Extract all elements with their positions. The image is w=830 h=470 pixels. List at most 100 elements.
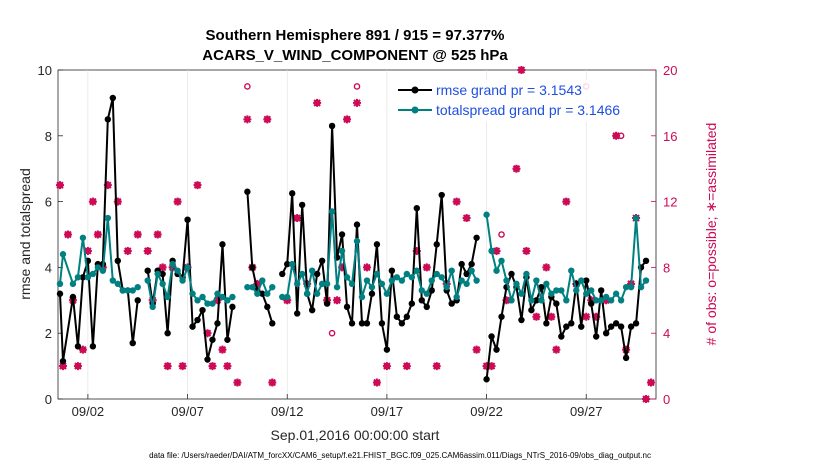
y-axis-label: rmse and totalspread [17,168,33,300]
point-spread [229,293,236,301]
point-rmse [578,323,585,330]
point-spread [164,293,171,301]
point-spread [323,280,331,288]
point-spread [343,274,351,281]
obs-assimilated-marker [402,362,411,371]
point-spread [259,277,266,284]
point-spread [578,277,585,284]
point-spread [622,283,630,291]
obs-assimilated-marker [63,230,72,239]
point-rmse [229,303,236,311]
series-lines [56,94,650,383]
point-rmse [607,323,615,330]
obs-assimilated-marker [203,329,212,338]
point-spread [498,257,505,265]
point-rmse [488,333,495,340]
point-rmse [249,264,256,271]
obs-assimilated-marker [58,362,67,371]
x-axis: 09/02 09/07 09/12 09/17 09/22 09/27 [72,394,603,419]
obs-possible-marker [353,83,361,90]
point-rmse [448,300,455,307]
obs-assimilated-marker [422,263,431,272]
point-spread [209,300,216,307]
point-spread [632,214,640,222]
point-rmse [408,300,416,307]
obs-assimilated-marker [372,378,381,387]
point-rmse [363,320,371,327]
point-spread [463,280,470,288]
point-spread [119,287,126,294]
point-spread [189,290,196,297]
point-spread [617,297,625,304]
point-spread [383,290,391,297]
y-right-tick-label: 12 [663,195,677,210]
point-rmse [583,277,590,284]
point-rmse [378,320,386,327]
x-tick-label: 09/07 [171,404,204,419]
point-spread [458,277,465,284]
obs-assimilated-marker [143,246,152,255]
point-rmse [483,376,490,383]
point-spread [588,287,595,294]
y-right-tick-label: 0 [663,392,670,407]
point-spread [558,287,565,294]
point-spread [642,277,650,284]
point-spread [393,274,401,281]
obs-assimilated-marker [647,378,656,387]
point-spread [134,283,141,291]
point-spread [94,264,102,271]
point-rmse [313,270,321,278]
obs-assimilated-marker [462,214,471,223]
point-spread [199,293,206,301]
obs-assimilated-marker [113,197,122,206]
point-spread [338,247,346,255]
y-right-tick-label: 4 [663,326,670,341]
legend-rmse-marker [411,86,419,94]
point-spread [269,283,276,291]
point-spread [513,280,520,288]
point-rmse [403,313,411,320]
point-rmse [493,346,500,353]
point-rmse [593,333,600,340]
point-rmse [318,257,326,265]
obs-assimilated-marker [472,345,481,354]
point-spread [159,280,166,288]
point-spread [503,277,510,284]
obs-assimilated-marker [253,279,262,288]
point-rmse [224,336,231,343]
point-rmse [602,330,610,337]
point-rmse [338,231,346,238]
point-spread [79,234,87,241]
point-rmse [588,300,595,307]
point-rmse [568,320,575,327]
point-spread [328,208,336,215]
point-rmse [528,306,535,314]
obs-assimilated-marker [382,362,391,371]
point-rmse [458,260,465,268]
point-spread [607,297,615,304]
obs-assimilated-marker [492,246,501,255]
x-tick-label: 09/17 [371,404,404,419]
point-rmse [219,241,226,248]
obs-possible-marker [328,329,336,337]
obs-assimilated-marker [93,230,102,239]
y-right-tick-label: 20 [663,63,677,78]
point-rmse [129,339,136,347]
point-spread [144,277,151,284]
point-spread [74,274,82,281]
obs-assimilated-marker [103,181,112,190]
y-tick-label: 0 [45,392,52,407]
point-spread [254,290,261,297]
x-tick-label: 09/02 [72,404,105,419]
obs-possible-marker [244,83,251,90]
obs-assimilated-marker [293,214,302,223]
point-rmse [209,336,216,343]
obs-assimilated-marker [263,115,272,124]
point-rmse [428,287,435,294]
point-rmse [558,333,565,340]
point-rmse [259,290,266,297]
point-rmse [358,320,366,327]
point-spread [353,237,361,245]
point-spread [602,293,610,301]
